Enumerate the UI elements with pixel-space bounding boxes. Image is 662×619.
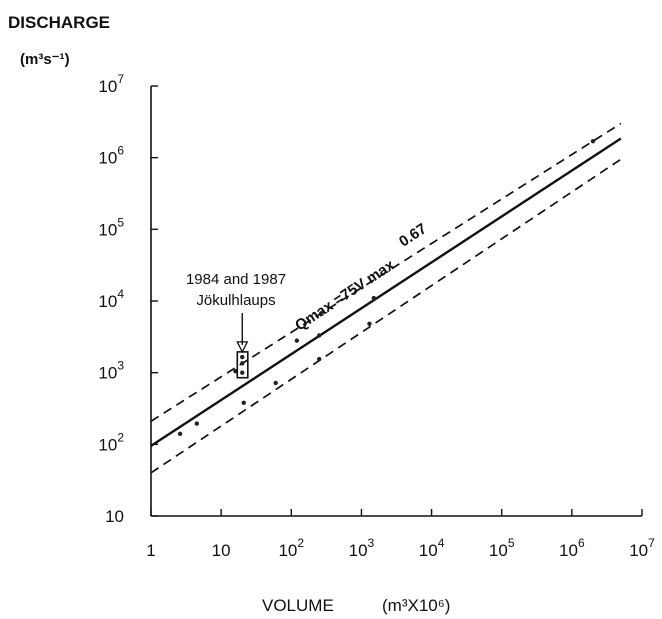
x-tick-label-exp: 7 bbox=[648, 536, 655, 550]
x-tick-label-base: 10 bbox=[278, 541, 297, 560]
y-tick-label: 107 bbox=[98, 72, 124, 96]
envelope-line bbox=[150, 158, 622, 474]
y-tick-label-base: 10 bbox=[98, 435, 117, 454]
annotation-line-1: 1984 and 1987 bbox=[186, 271, 286, 288]
data-point bbox=[294, 338, 300, 343]
x-axis-unit: (m³X10⁶) bbox=[382, 596, 450, 615]
y-tick-label: 105 bbox=[98, 215, 124, 239]
y-tick-label-exp: 4 bbox=[117, 287, 124, 301]
y-axis-title: DISCHARGE bbox=[8, 13, 110, 32]
y-tick-label: 102 bbox=[98, 430, 124, 454]
x-tick-label-base: 10 bbox=[419, 541, 438, 560]
data-point bbox=[177, 431, 183, 437]
x-tick-label-base: 10 bbox=[559, 541, 578, 560]
data-point bbox=[371, 295, 376, 301]
x-tick-label-exp: 4 bbox=[438, 536, 445, 550]
data-point bbox=[316, 333, 322, 338]
y-tick-label-exp: 3 bbox=[117, 359, 124, 373]
y-tick-label: 10 bbox=[105, 507, 124, 526]
y-tick-label-base: 10 bbox=[98, 292, 117, 311]
y-tick-label-exp: 5 bbox=[117, 215, 124, 229]
data-point bbox=[240, 354, 245, 360]
y-tick-label: 104 bbox=[98, 287, 124, 311]
x-tick-label: 10 bbox=[212, 541, 231, 560]
y-tick-label: 103 bbox=[98, 359, 124, 383]
x-tick-label: 105 bbox=[489, 536, 515, 560]
x-tick-label-base: 10 bbox=[349, 541, 368, 560]
data-point bbox=[240, 370, 245, 375]
x-tick-label: 1 bbox=[146, 541, 155, 560]
data-point bbox=[367, 321, 372, 327]
y-tick-label-base: 10 bbox=[98, 149, 117, 168]
x-tick-label: 103 bbox=[349, 536, 375, 560]
equation-exponent: 0.67 bbox=[396, 220, 430, 250]
x-tick-label-exp: 3 bbox=[368, 536, 375, 550]
x-tick-label-exp: 6 bbox=[578, 536, 585, 550]
data-points bbox=[177, 138, 596, 437]
y-axis-unit: (m³s⁻¹) bbox=[20, 51, 70, 68]
fit-lines bbox=[150, 122, 622, 474]
envelope-line bbox=[150, 122, 622, 422]
x-tick-label: 107 bbox=[629, 536, 655, 560]
y-tick-label-base: 10 bbox=[98, 220, 117, 239]
y-tick-label-exp: 6 bbox=[117, 144, 124, 158]
regression-line bbox=[150, 137, 622, 447]
data-point bbox=[273, 380, 278, 386]
data-point bbox=[194, 421, 200, 426]
data-point bbox=[240, 361, 245, 366]
x-tick-label-exp: 2 bbox=[297, 536, 304, 550]
y-tick-label-exp: 7 bbox=[117, 72, 124, 86]
axes: 1 10 102 103 104 105 106 1071010210310410510610… bbox=[98, 72, 655, 560]
y-tick-label-base: 10 bbox=[98, 77, 117, 96]
x-axis-title: VOLUME bbox=[262, 596, 334, 615]
y-tick-label: 106 bbox=[98, 144, 124, 168]
data-point bbox=[316, 356, 322, 362]
annotation-arrowhead bbox=[236, 341, 249, 354]
x-tick-label: 106 bbox=[559, 536, 585, 560]
x-tick-label: 104 bbox=[419, 536, 445, 560]
x-tick-label-base: 10 bbox=[489, 541, 508, 560]
data-point bbox=[241, 400, 246, 405]
y-tick-label-base: 10 bbox=[98, 364, 117, 383]
x-tick-label: 102 bbox=[278, 536, 304, 560]
x-tick-label-exp: 5 bbox=[508, 536, 515, 550]
annotation-line-2: Jökulhlaups bbox=[196, 292, 275, 309]
data-point bbox=[590, 138, 596, 144]
x-tick-label-base: 10 bbox=[629, 541, 648, 560]
y-tick-label-exp: 2 bbox=[117, 430, 124, 444]
